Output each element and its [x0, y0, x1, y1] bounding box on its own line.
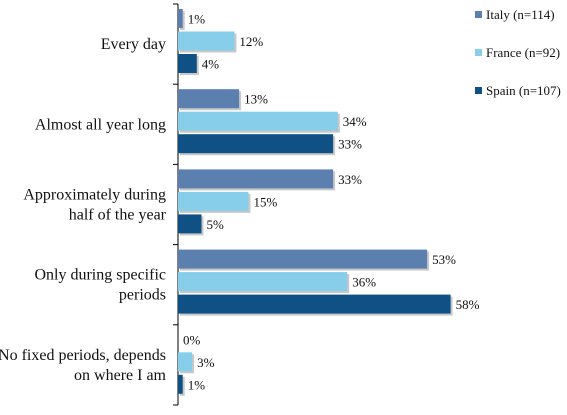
category-labels: Every day Almost all year long Approximate…	[0, 36, 167, 384]
data-label: 5%	[207, 217, 225, 232]
bar-italy	[178, 9, 183, 28]
data-label: 58%	[456, 297, 480, 312]
data-label: 1%	[188, 12, 206, 27]
bar-spain	[178, 374, 183, 394]
category-label: Only during specific	[34, 267, 166, 284]
axis-group	[173, 3, 179, 406]
data-label: 12%	[239, 34, 263, 49]
bar-france	[178, 111, 338, 131]
bar-spain	[178, 214, 202, 234]
data-label: 36%	[352, 275, 376, 290]
legend-label: France (n=92)	[486, 45, 560, 60]
category-label: Almost all year long	[35, 116, 166, 133]
legend-swatch	[475, 49, 482, 56]
bar-spain	[178, 134, 334, 154]
bar-italy	[178, 89, 240, 109]
bar-france	[178, 191, 249, 211]
bar-france	[178, 272, 348, 292]
legend-swatch	[475, 87, 482, 94]
bar-italy	[178, 249, 428, 269]
bar-spain	[178, 294, 451, 314]
category-label: periods	[119, 287, 166, 304]
data-label: 4%	[202, 57, 220, 72]
category-label: on where I am	[74, 367, 167, 384]
data-label: 15%	[254, 194, 278, 209]
bar-france	[178, 31, 235, 51]
bars-group	[178, 9, 453, 396]
data-label: 33%	[338, 137, 362, 152]
legend-label: Italy (n=114)	[486, 7, 555, 22]
category-label: Every day	[101, 36, 166, 53]
data-label: 0%	[183, 332, 201, 347]
data-label: 1%	[188, 377, 206, 392]
data-label: 13%	[244, 92, 268, 107]
category-label: half of the year	[69, 207, 167, 224]
category-label: Approximately during	[23, 187, 166, 204]
bar-spain	[178, 54, 197, 73]
category-label: No fixed periods, depends	[0, 347, 166, 364]
legend: Italy (n=114) France (n=92) Spain (n=107)	[475, 7, 561, 98]
legend-label: Spain (n=107)	[486, 83, 561, 98]
legend-swatch	[475, 11, 482, 18]
data-label: 34%	[343, 114, 367, 129]
data-label: 33%	[338, 172, 362, 187]
bar-france	[178, 352, 193, 372]
data-labels: 1% 12% 4% 13% 34% 33% 33% 15% 5% 53% 36% 58% 0% 3% 1%	[183, 12, 480, 393]
bar-italy	[178, 169, 334, 189]
data-label: 3%	[197, 355, 215, 370]
data-label: 53%	[432, 252, 456, 267]
